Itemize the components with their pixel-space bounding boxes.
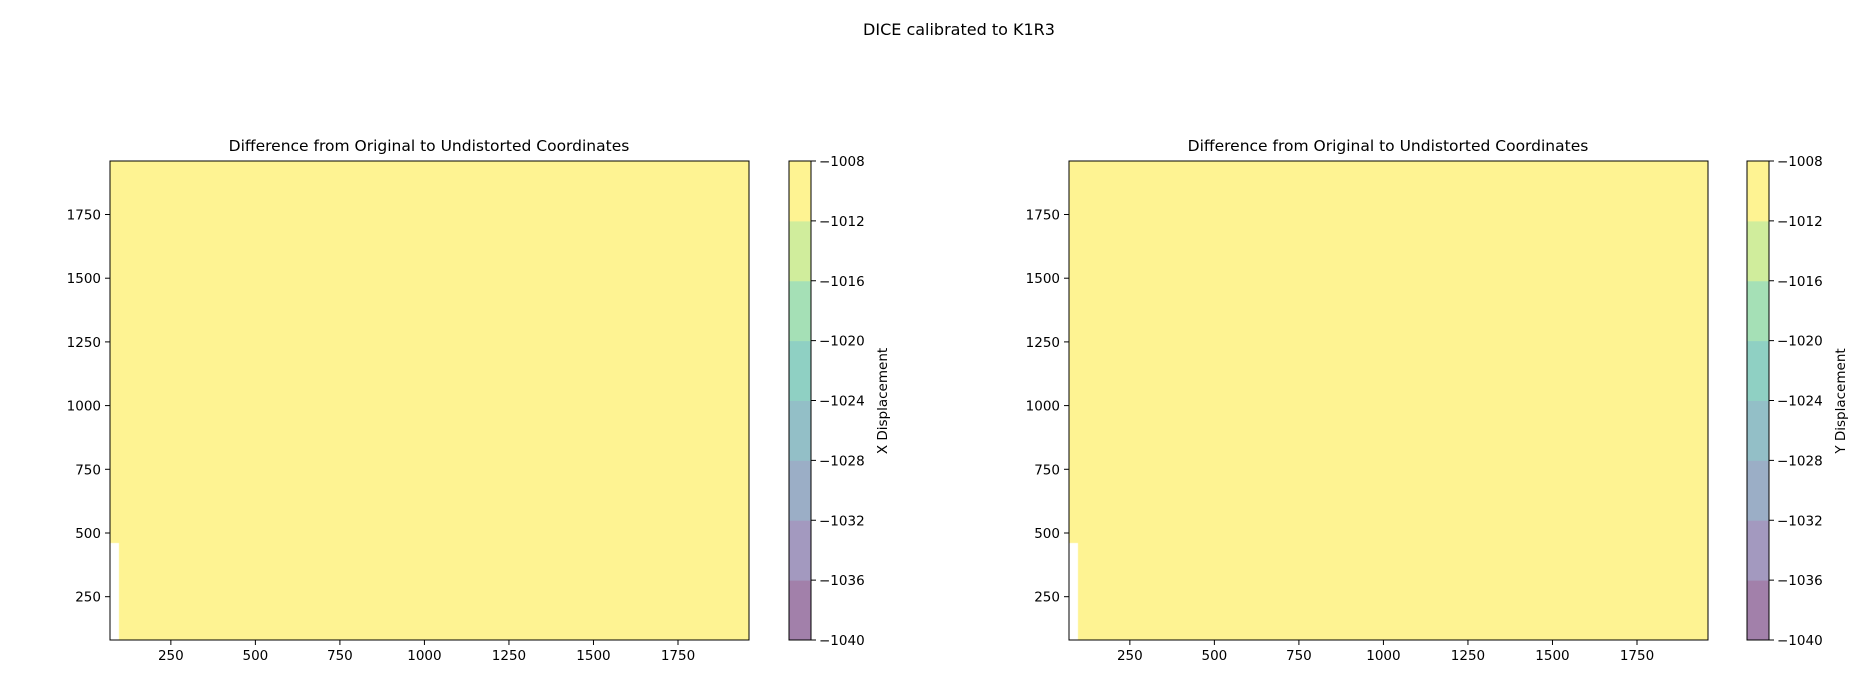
x-tick-label: 1500	[576, 648, 610, 664]
colorbar-segment	[1747, 220, 1769, 282]
y-panel-x-axis: 250 500 750 1000 1250 1500 1750	[1117, 640, 1654, 664]
colorbar-tick-label: −1028	[819, 453, 865, 469]
y-tick-label: 1750	[67, 208, 101, 224]
x-tick-label: 250	[158, 648, 184, 664]
y-tick-label: 1000	[67, 399, 101, 415]
x-contour-plot	[110, 161, 749, 640]
x-tick-label: 1000	[1366, 648, 1400, 664]
colorbar-segment	[1747, 340, 1769, 401]
y-contour-plot	[1069, 161, 1708, 640]
x-tick-label: 500	[1201, 648, 1227, 664]
y-tick-label: 1500	[1026, 271, 1060, 287]
y-plot-frame	[1068, 160, 1709, 641]
contour-fill	[110, 161, 749, 640]
colorbar-segment	[789, 400, 811, 461]
colorbar-tick-label: −1012	[1777, 214, 1823, 230]
y-displacement-panel: Difference from Original to Undistorted …	[1026, 137, 1849, 664]
colorbar-tick-label: −1032	[819, 513, 865, 529]
y-colorbar-label: Y Displacement	[1833, 348, 1849, 454]
colorbar-segment	[1747, 400, 1769, 461]
y-tick-label: 250	[75, 590, 101, 606]
x-tick-label: 1750	[1620, 648, 1654, 664]
y-tick-label: 250	[1034, 590, 1060, 606]
y-tick-label: 1250	[67, 335, 101, 351]
colorbar-segment	[1747, 280, 1769, 342]
colorbar-segment	[1747, 520, 1769, 581]
colorbar-tick-label: −1016	[819, 274, 865, 290]
colorbar-tick-label: −1040	[1777, 633, 1823, 649]
colorbar-tick-label: −1036	[1777, 573, 1823, 589]
x-tick-label: 250	[1117, 648, 1143, 664]
colorbar-tick-label: −1012	[819, 214, 865, 230]
x-tick-label: 1500	[1535, 648, 1569, 664]
y-tick-label: 750	[1034, 462, 1060, 478]
y-colorbar: −1008 −1012 −1016 −1020 −1024 −1028 −1032 −1036…	[1746, 154, 1823, 649]
x-colorbar: −1008 −1012 −1016 −1020 −1024 −1028 −1032 −1036…	[788, 154, 865, 649]
y-panel-title: Difference from Original to Undistorted …	[1188, 137, 1589, 155]
x-displacement-panel: Difference from Original to Undistorted …	[67, 137, 891, 664]
x-tick-label: 750	[1286, 648, 1312, 664]
colorbar-segment	[789, 580, 811, 641]
x-tick-label: 1750	[661, 648, 695, 664]
y-tick-label: 1250	[1026, 335, 1060, 351]
colorbar-tick-label: −1016	[1777, 274, 1823, 290]
y-tick-label: 1000	[1026, 399, 1060, 415]
colorbar-segment	[789, 340, 811, 401]
colorbar-segment	[789, 161, 811, 222]
x-plot-frame	[109, 160, 750, 641]
x-panel-title: Difference from Original to Undistorted …	[229, 137, 630, 155]
y-tick-label: 1500	[67, 271, 101, 287]
x-tick-label: 1250	[1451, 648, 1485, 664]
colorbar-tick-label: −1008	[1777, 154, 1823, 170]
colorbar-tick-label: −1024	[819, 394, 865, 410]
y-tick-label: 750	[75, 462, 101, 478]
colorbar-segment	[789, 280, 811, 342]
x-tick-label: 750	[327, 648, 353, 664]
colorbar-segment	[789, 220, 811, 282]
colorbar-segment	[1747, 161, 1769, 222]
x-tick-label: 500	[242, 648, 268, 664]
y-tick-label: 500	[1034, 526, 1060, 542]
y-tick-label: 500	[75, 526, 101, 542]
colorbar-segment	[789, 520, 811, 581]
colorbar-tick-label: −1036	[819, 573, 865, 589]
x-colorbar-label: X Displacement	[875, 348, 891, 454]
x-tick-label: 1000	[407, 648, 441, 664]
colorbar-tick-label: −1020	[1777, 334, 1823, 350]
colorbar-segment	[1747, 580, 1769, 641]
colorbar-tick-label: −1024	[1777, 394, 1823, 410]
colorbar-tick-label: −1032	[1777, 513, 1823, 529]
y-tick-label: 1750	[1026, 208, 1060, 224]
colorbar-tick-label: −1040	[819, 633, 865, 649]
colorbar-tick-label: −1020	[819, 334, 865, 350]
figure-title: DICE calibrated to K1R3	[863, 20, 1055, 39]
colorbar-segment	[789, 460, 811, 521]
x-panel-y-axis: 250 500 750 1000 1250 1500 1750	[67, 208, 110, 606]
contour-fill	[1069, 161, 1708, 640]
y-panel-y-axis: 250 500 750 1000 1250 1500 1750	[1026, 208, 1069, 606]
colorbar-segment	[1747, 460, 1769, 521]
x-tick-label: 1250	[492, 648, 526, 664]
colorbar-tick-label: −1028	[1777, 453, 1823, 469]
colorbar-tick-label: −1008	[819, 154, 865, 170]
x-panel-x-axis: 250 500 750 1000 1250 1500 1750	[158, 640, 695, 664]
